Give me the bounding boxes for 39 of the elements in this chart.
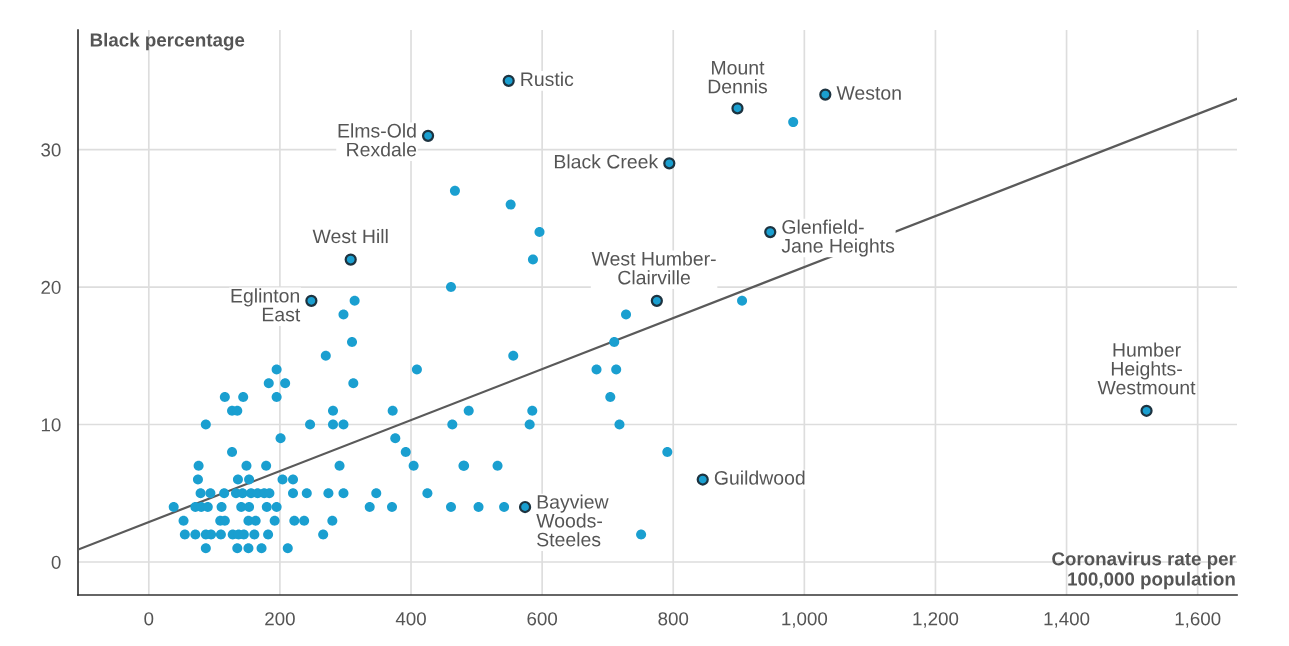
y-tick-label: 0 (51, 555, 61, 569)
annotation: Black Creek (554, 154, 659, 169)
y-tick-label: 10 (41, 418, 61, 432)
point (344, 253, 357, 266)
annotation: Bayview Woods- Steeles (536, 494, 609, 547)
x-tick-label: 1,600 (1175, 612, 1221, 628)
x-tick-label: 1,400 (1044, 612, 1090, 628)
x-tick-label: 600 (527, 612, 558, 626)
annotation: West Hill (312, 228, 388, 244)
annotation: Rustic (521, 71, 574, 87)
annotation: Guildwood (714, 470, 805, 485)
point (731, 102, 744, 115)
annotation: Eglinton East (231, 288, 301, 322)
y-axis-title: Black percentage (90, 32, 245, 51)
x-tick-label: 800 (658, 612, 689, 626)
point (764, 225, 777, 239)
point (819, 88, 832, 101)
x-tick-label: 400 (395, 612, 426, 626)
point (305, 294, 318, 307)
x-axis-title: Coronavirus rate per 100,000 population (1052, 551, 1236, 590)
point (518, 500, 532, 514)
point (421, 129, 435, 142)
annotation: West Humber- Clairville (591, 251, 716, 285)
x-tick-label: 200 (265, 612, 295, 626)
point (696, 473, 709, 486)
point (1140, 404, 1153, 417)
x-tick-label: 0 (144, 612, 154, 626)
x-tick-label: 1,000 (782, 612, 828, 628)
point (650, 294, 663, 307)
point (502, 74, 515, 87)
annotation: Mount Dennis (708, 61, 768, 94)
x-tick-label: 1,200 (913, 612, 959, 628)
annotation: Glenfield- Jane Heights (781, 219, 895, 257)
annotation: Weston (836, 86, 901, 100)
annotation: Elms-Old Rexdale (338, 123, 417, 157)
annotation: Humber Heights- Westmount (1097, 342, 1196, 395)
y-tick-label: 30 (41, 143, 61, 157)
point (663, 157, 676, 170)
y-tick-label: 20 (41, 280, 61, 295)
